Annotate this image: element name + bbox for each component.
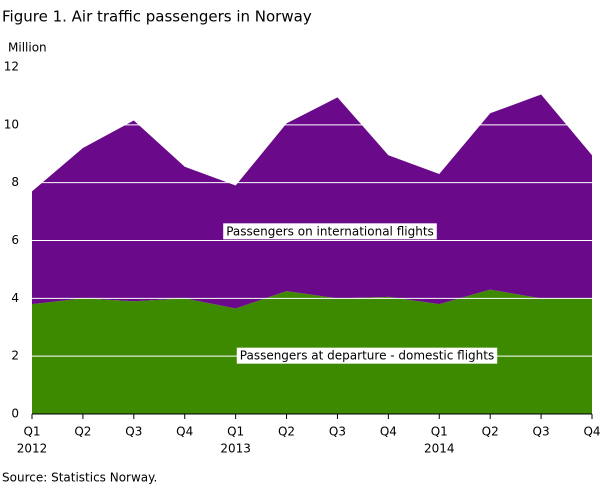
x-tick-label: Q4 [583,425,600,439]
x-tick-label: Q2 [74,425,91,439]
y-tick-label: 0 [11,407,19,421]
x-tick-label: Q2 [482,425,499,439]
x-tick-label: Q3 [533,425,550,439]
series-label-box [236,347,498,364]
x-tick-label: Q3 [329,425,346,439]
x-tick-label: Q4 [176,425,193,439]
chart-title: Figure 1. Air traffic passengers in Norw… [2,8,312,26]
series-label: Passengers at departure - domestic fligh… [240,349,494,363]
series-label: Passengers on international flights [226,224,434,238]
x-tick-label: Q3 [125,425,142,439]
y-tick-label: 8 [11,175,19,189]
x-tick-label: Q2 [278,425,295,439]
y-axis-label: Million [8,41,47,55]
area [32,94,592,309]
x-tick-label: Q1 [227,425,244,439]
y-tick-label: 2 [11,349,19,363]
x-year-label: 2014 [424,442,455,456]
y-tick-label: 4 [11,291,19,305]
series-label-box [223,223,437,240]
y-tick-label: 10 [4,117,19,131]
x-tick-label: Q4 [380,425,397,439]
y-tick-label: 6 [11,233,19,247]
x-tick-label: Q1 [431,425,448,439]
y-tick-label: 12 [4,60,19,74]
x-year-label: 2013 [220,442,251,456]
source: Source: Statistics Norway. [2,471,157,485]
x-year-label: 2012 [17,442,48,456]
x-tick-label: Q1 [23,425,40,439]
